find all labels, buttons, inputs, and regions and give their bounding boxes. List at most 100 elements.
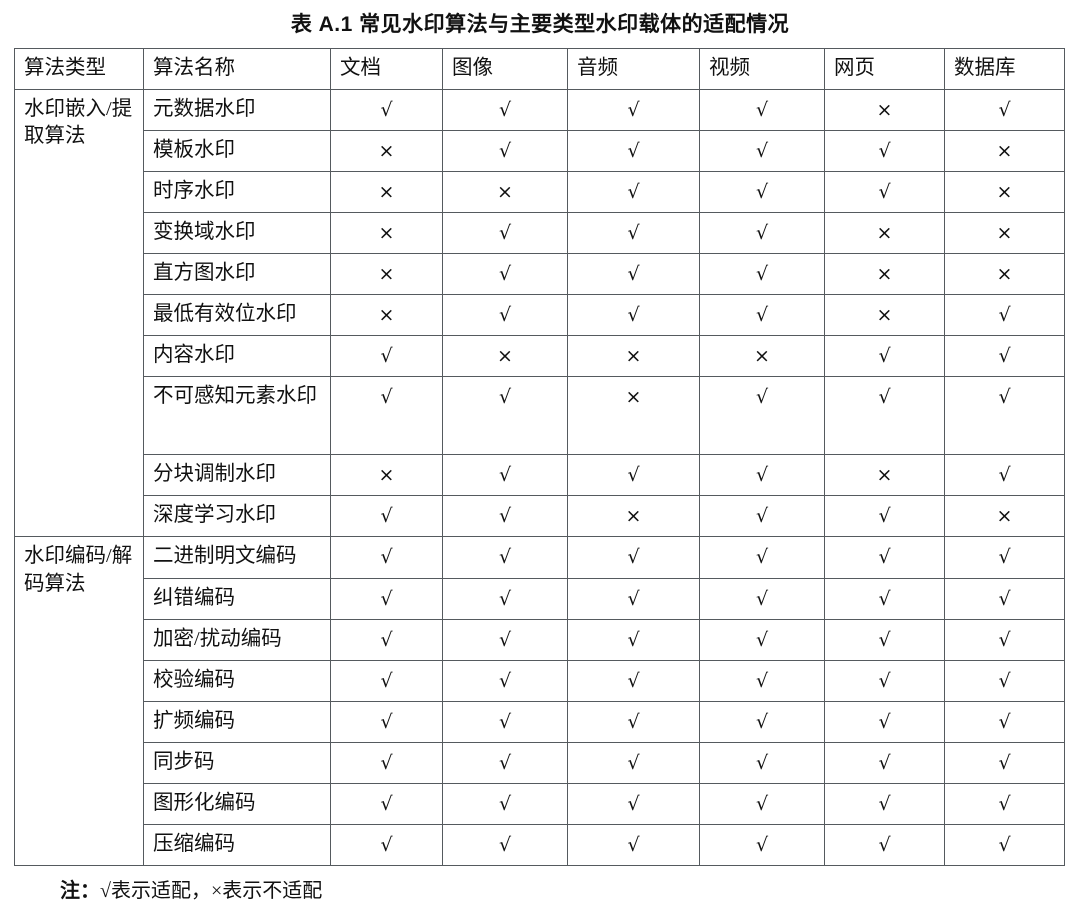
check-icon: √ [755, 587, 769, 610]
adaptation-mark-cell: √ [442, 253, 568, 296]
table-row: 加密/扰动编码 √ √ √ √ √ √ [15, 618, 1065, 661]
check-icon: √ [878, 710, 891, 733]
table-row: 图形化编码 √ √ √ √ √ √ [15, 782, 1065, 825]
algorithm-name-cell: 二进制明文编码 [143, 536, 331, 579]
adaptation-mark-cell: √ [442, 536, 568, 579]
adaptation-mark-cell: √ [824, 536, 945, 579]
algorithm-name-cell: 校验编码 [143, 659, 331, 702]
column-header-document: 文档 [330, 47, 443, 91]
adaptation-mark-cell: √ [699, 212, 825, 255]
check-icon: √ [755, 222, 769, 245]
adaptation-mark-cell: √ [330, 823, 443, 866]
adaptation-mark-cell: × [944, 171, 1065, 214]
cross-icon: × [625, 386, 642, 409]
check-icon: √ [627, 304, 640, 327]
table-row: 深度学习水印 √ √ × √ √ × [15, 495, 1065, 538]
table-row: 校验编码 √ √ √ √ √ √ [15, 659, 1065, 702]
algorithm-name-cell: 加密/扰动编码 [143, 618, 331, 661]
check-icon: √ [498, 505, 512, 528]
adaptation-mark-cell: × [330, 171, 443, 214]
check-icon: √ [627, 587, 640, 610]
adaptation-mark-cell: √ [330, 700, 443, 743]
adaptation-mark-cell: √ [442, 495, 568, 538]
check-icon: √ [380, 628, 393, 651]
adaptation-mark-cell: √ [824, 130, 945, 173]
algorithm-name-cell: 同步码 [143, 741, 331, 784]
check-icon: √ [380, 546, 393, 569]
adaptation-mark-cell: × [442, 171, 568, 214]
table-header: 算法类型 算法名称 文档 图像 音频 视频 网页 数据库 [14, 47, 1065, 91]
check-icon: √ [755, 140, 769, 163]
table-body: 水印嵌入/提取算法 元数据水印 √ √ √ √ × √ 模板水印 × √ √ √ √ × 时序水印 × × √ √ √ ×… [14, 89, 1065, 866]
adaptation-mark-cell: × [330, 294, 443, 337]
table-note: 注：√表示适配，×表示不适配 [60, 874, 1080, 903]
adaptation-mark-cell: √ [944, 577, 1065, 620]
adaptation-mark-cell: × [944, 253, 1065, 296]
check-icon: √ [755, 628, 769, 651]
check-icon: √ [627, 751, 640, 774]
cross-icon: × [996, 222, 1013, 245]
adaptation-mark-cell: × [442, 335, 568, 378]
adaptation-mark-cell: × [330, 130, 443, 173]
adaptation-mark-cell: √ [944, 823, 1065, 866]
adaptation-mark-cell: √ [699, 171, 825, 214]
check-icon: √ [380, 99, 393, 122]
check-icon: √ [755, 181, 769, 204]
cross-icon: × [378, 222, 395, 245]
adaptation-mark-cell: × [944, 130, 1065, 173]
cross-icon: × [996, 181, 1013, 204]
adaptation-mark-cell: √ [944, 782, 1065, 825]
check-icon: √ [755, 751, 769, 774]
adaptation-mark-cell: √ [442, 130, 568, 173]
adaptation-mark-cell: √ [824, 659, 945, 702]
adaptation-mark-cell: √ [567, 536, 700, 579]
adaptation-mark-cell: √ [442, 212, 568, 255]
check-icon: √ [380, 587, 393, 610]
adaptation-mark-cell: × [824, 212, 945, 255]
column-header-audio: 音频 [567, 47, 700, 91]
check-icon: √ [998, 833, 1011, 856]
check-icon: √ [498, 710, 512, 733]
algorithm-name-cell: 内容水印 [143, 335, 331, 378]
adaptation-mark-cell: √ [944, 89, 1065, 132]
check-icon: √ [627, 833, 640, 856]
algorithm-name-cell: 元数据水印 [143, 89, 331, 132]
check-icon: √ [627, 99, 640, 122]
check-icon: √ [380, 386, 393, 409]
table-row: 最低有效位水印 × √ √ √ × √ [15, 294, 1065, 337]
column-header-webpage: 网页 [824, 47, 945, 91]
adaptation-mark-cell: √ [699, 130, 825, 173]
column-header-database: 数据库 [944, 47, 1065, 91]
adaptation-mark-cell: √ [699, 536, 825, 579]
adaptation-mark-cell: × [824, 89, 945, 132]
algorithm-name-cell: 时序水印 [143, 171, 331, 214]
adaptation-mark-cell: √ [330, 495, 443, 538]
check-icon: √ [498, 464, 512, 487]
check-icon: √ [755, 263, 769, 286]
adaptation-mark-cell: √ [567, 659, 700, 702]
check-icon: √ [627, 628, 640, 651]
check-icon: √ [380, 792, 393, 815]
check-icon: √ [998, 464, 1011, 487]
adaptation-mark-cell: √ [699, 454, 825, 497]
check-icon: √ [627, 263, 640, 286]
adaptation-mark-cell: √ [944, 454, 1065, 497]
table-row: 分块调制水印 × √ √ √ × √ [15, 454, 1065, 497]
adaptation-mark-cell: × [567, 495, 700, 538]
adaptation-mark-cell: √ [824, 823, 945, 866]
adaptation-mark-cell: √ [330, 577, 443, 620]
check-icon: √ [380, 505, 393, 528]
cross-icon: × [876, 304, 893, 327]
cross-icon: × [876, 263, 893, 286]
check-icon: √ [498, 222, 512, 245]
check-icon: √ [998, 628, 1011, 651]
check-icon: √ [627, 710, 640, 733]
adaptation-mark-cell: √ [824, 618, 945, 661]
check-icon: √ [627, 222, 640, 245]
adaptation-mark-cell: × [824, 454, 945, 497]
adaptation-mark-cell: √ [944, 741, 1065, 784]
algorithm-name-cell: 模板水印 [143, 130, 331, 173]
adaptation-mark-cell: × [330, 212, 443, 255]
cross-icon: × [876, 99, 893, 122]
cross-icon: × [876, 464, 893, 487]
